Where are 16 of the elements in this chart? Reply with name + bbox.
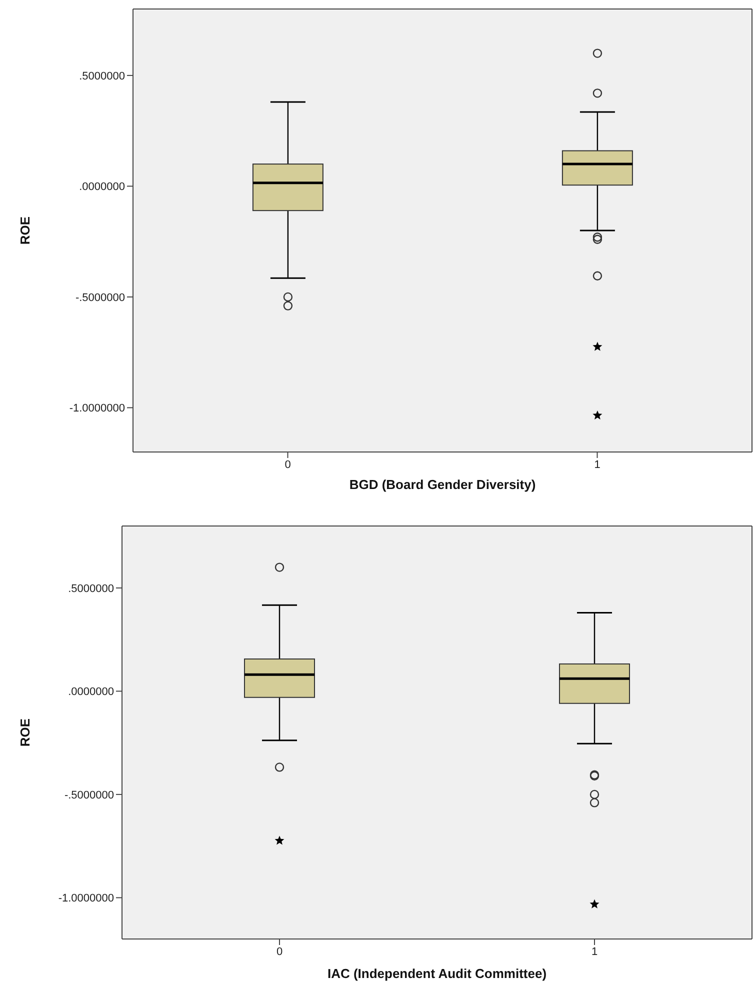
y-tick-label: .0000000 [68,686,114,698]
y-tick-label: .5000000 [68,582,114,595]
x-tick-label: 0 [284,458,291,471]
x-tick-label: 0 [276,946,283,958]
y-tick-label: -1.0000000 [58,892,114,905]
y-tick-label: .0000000 [79,181,125,194]
y-tick-label: -.5000000 [64,789,114,802]
x-axis-title: IAC (Independent Audit Committee) [327,966,547,981]
y-axis-title: ROE [18,216,33,245]
y-axis-title: ROE [18,718,33,747]
y-tick-label: -1.0000000 [69,402,125,415]
x-tick-label: 1 [591,946,598,958]
y-tick-label: .5000000 [79,70,125,82]
x-tick-label: 1 [594,458,600,471]
x-axis-title: BGD (Board Gender Diversity) [349,477,536,492]
y-tick-label: -.5000000 [75,292,125,304]
